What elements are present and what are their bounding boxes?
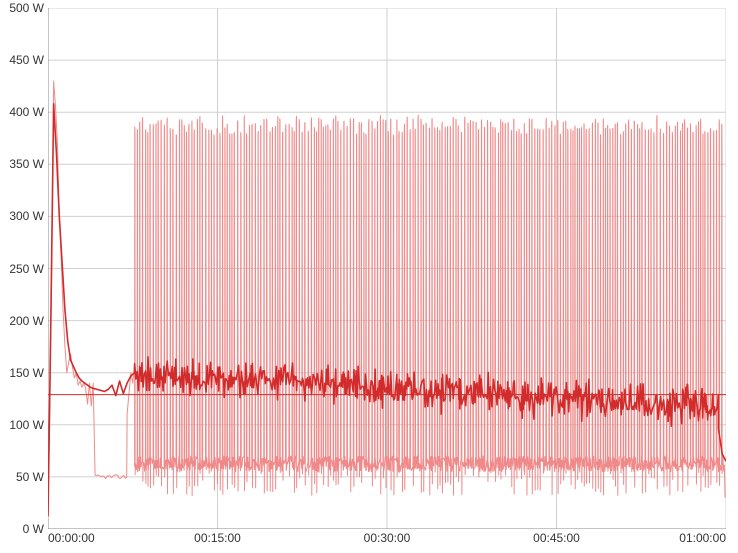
y-tick-label: 400 W [9,105,44,119]
y-tick-label: 500 W [9,1,44,15]
x-axis-labels: 00:00:00 00:15:00 00:30:00 00:45:00 01:00:00 [0,529,738,553]
y-tick-label: 50 W [16,470,44,484]
power-chart: 0 W50 W100 W150 W200 W250 W300 W350 W400… [0,0,738,553]
y-tick-label: 300 W [9,209,44,223]
y-tick-label: 100 W [9,418,44,432]
x-tick-label: 00:15:00 [194,531,241,545]
x-tick-label: 00:30:00 [364,531,411,545]
x-tick-label: 01:00:00 [679,531,726,545]
x-tick-label: 00:00:00 [48,531,95,545]
y-tick-label: 200 W [9,314,44,328]
y-tick-label: 350 W [9,157,44,171]
y-axis-labels: 0 W50 W100 W150 W200 W250 W300 W350 W400… [0,0,48,553]
y-tick-label: 450 W [9,53,44,67]
x-tick-label: 00:45:00 [533,531,580,545]
y-tick-label: 250 W [9,262,44,276]
y-tick-label: 150 W [9,366,44,380]
plot-area [48,8,726,529]
